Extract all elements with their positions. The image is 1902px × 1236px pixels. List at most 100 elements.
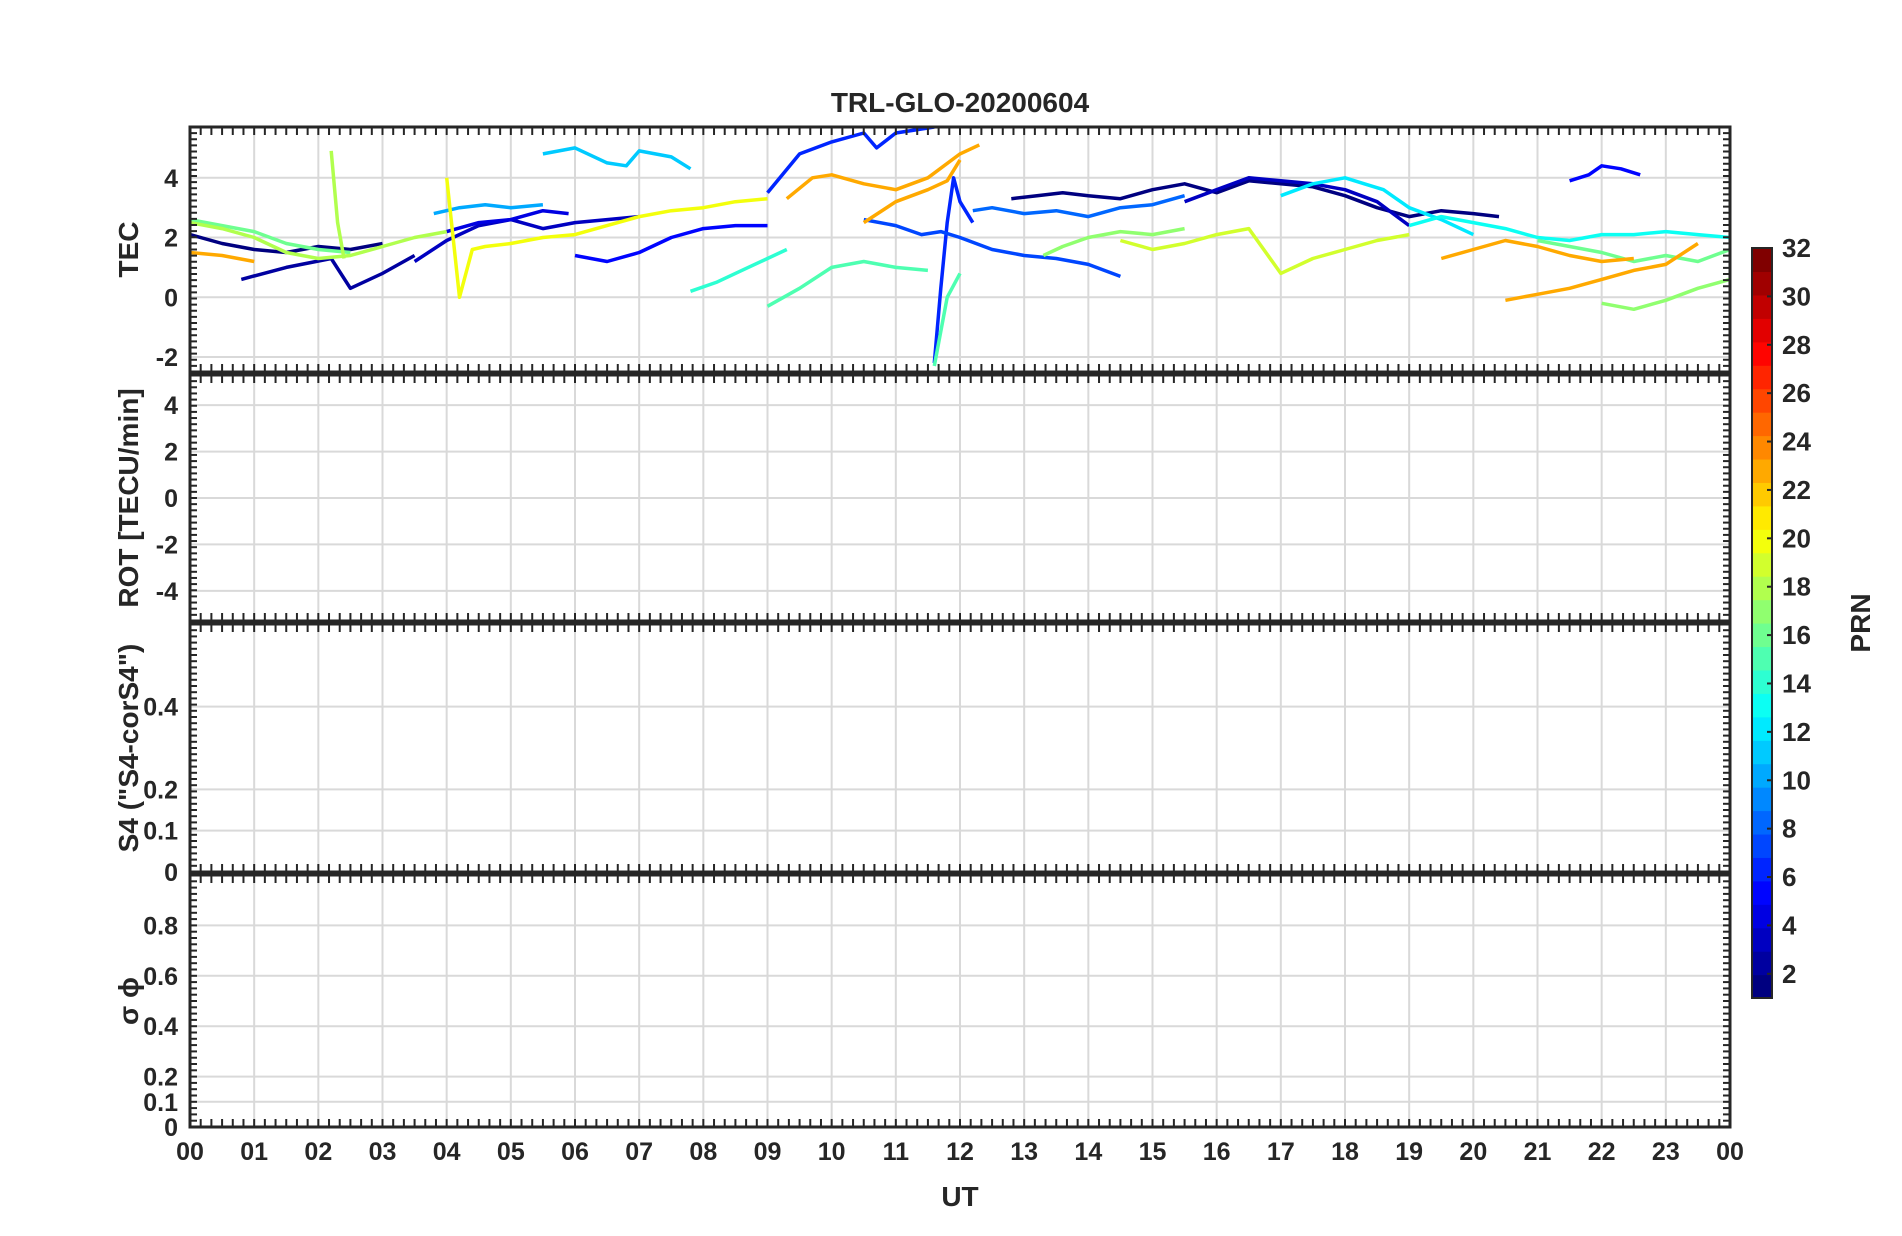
colorbar-tick-label: 24 [1782,427,1811,457]
series-line-prn-16 [190,217,351,255]
colorbar-tick-label: 2 [1782,959,1796,989]
colorbar-swatch [1752,927,1772,952]
y-tick-label: -2 [156,344,178,372]
series-line-prn-23 [1505,242,1699,303]
y-tick-label: 0.8 [143,912,178,940]
colorbar-tick-label: 8 [1782,814,1796,844]
panel-rot: -4 -2 0 2 4 ROT [TECU/min] [113,373,1732,623]
grid-tec [189,127,1731,372]
series-line-prn-23 [1440,238,1634,264]
y-tick-label: 0.2 [143,1064,178,1092]
colorbar-swatch [1752,669,1772,694]
series-line-prn-7 [863,217,1122,279]
colorbar-swatch [1752,341,1772,366]
series-line-prn-19 [1119,226,1410,276]
minor-ticks [189,874,1731,1128]
x-tick-label: 14 [1074,1138,1102,1166]
x-tick-label: 12 [946,1138,974,1166]
x-tick-label: 22 [1588,1138,1616,1166]
y-tick-label: 2 [164,439,178,467]
colorbar-swatch [1752,951,1772,976]
series-line-prn-11 [542,146,692,171]
y-tick-label: 0 [164,1114,178,1142]
y-tick-label: -4 [156,578,178,606]
x-tick-label: 04 [433,1138,461,1166]
colorbar-swatch [1752,412,1772,437]
x-tick-label: 18 [1331,1138,1359,1166]
x-tick-label: 17 [1267,1138,1295,1166]
colorbar-tick-label: 12 [1782,717,1811,747]
colorbar-tick-label: 4 [1782,910,1797,940]
y-tick-label: 4 [164,392,178,420]
x-tick-label: 10 [818,1138,846,1166]
series-line-prn-23 [785,143,981,201]
y-tick-label: 0.1 [143,818,178,846]
series-line-prn-15 [766,259,929,308]
series-line-prn-13 [1408,214,1730,243]
series-line-prn-3 [1183,176,1411,228]
x-tick-labels: 00 01 02 03 04 05 06 07 08 09 10 11 12 13 14 15 16 17 18 19… [176,1138,1744,1166]
colorbar-swatch [1752,787,1772,812]
series-line-prn-23 [190,250,255,264]
x-tick-label: 23 [1652,1138,1680,1166]
colorbar-tick-label: 28 [1782,330,1811,360]
colorbar-swatch [1752,458,1772,483]
series-line-prn-16 [1537,238,1730,264]
x-tick-label: 11 [883,1138,910,1166]
y-tick-label: 0 [164,485,178,513]
colorbar-swatch [1752,318,1772,343]
series-line-prn-20 [444,177,768,300]
colorbar-swatch [1752,693,1772,718]
minor-ticks [189,126,1731,373]
colorbar-tick-label: 26 [1782,378,1811,408]
y-tick-label: 0 [164,859,178,887]
series-line-prn-5 [1569,164,1641,183]
x-tick-label: 05 [497,1138,525,1166]
x-tick-label: 01 [240,1138,268,1166]
colorbar-swatch [1752,810,1772,835]
y-axis-label: S4 ("S4-corS4") [113,644,144,853]
colorbar-swatch [1752,435,1772,460]
colorbar-tick-label: 22 [1782,475,1811,505]
series-line-prn-6 [766,127,935,194]
colorbar-swatch [1752,482,1772,507]
series-line-prn-15 [932,272,962,367]
grid-rot [189,375,1731,621]
series-line-prn-6 [932,176,975,364]
colorbar-swatch [1752,833,1772,858]
x-tick-label: 06 [561,1138,589,1166]
colorbar-swatch [1752,599,1772,624]
y-tick-label: -2 [156,531,178,559]
series-line-prn-2 [240,253,416,291]
series-line-prn-8 [972,194,1186,219]
colorbar-swatch [1752,740,1772,765]
series-layer [190,127,1730,367]
panel-tec: -2 0 2 4 TEC [113,125,1732,374]
x-tick-label: 08 [689,1138,717,1166]
series-line-prn-17 [1042,226,1185,258]
x-axis-label: UT [941,1181,978,1212]
x-tick-label: 21 [1524,1138,1552,1166]
x-tick-label: 15 [1139,1138,1167,1166]
colorbar-swatch [1752,576,1772,601]
minor-ticks [189,374,1731,622]
colorbar-tick-label: 18 [1782,572,1811,602]
y-tick-label: 0.6 [143,963,178,991]
colorbar-swatch [1752,294,1772,319]
x-tick-label: 02 [304,1138,332,1166]
colorbar-swatch [1752,623,1772,648]
series-line-prn-5 [574,223,768,264]
x-tick-label: 09 [754,1138,782,1166]
colorbar-frame [1751,247,1773,999]
chart-title: TRL-GLO-20200604 [831,87,1090,118]
colorbar-swatch [1752,271,1772,296]
y-tick-label: 0.4 [143,1013,178,1041]
colorbar-swatch [1752,248,1772,273]
colorbar-tick-label: 32 [1782,233,1811,263]
colorbar-label: PRN [1845,593,1876,652]
colorbar-swatch [1752,716,1772,741]
colorbar-tick-label: 6 [1782,862,1796,892]
colorbar-swatch [1752,904,1772,929]
x-tick-label: 00 [176,1138,204,1166]
